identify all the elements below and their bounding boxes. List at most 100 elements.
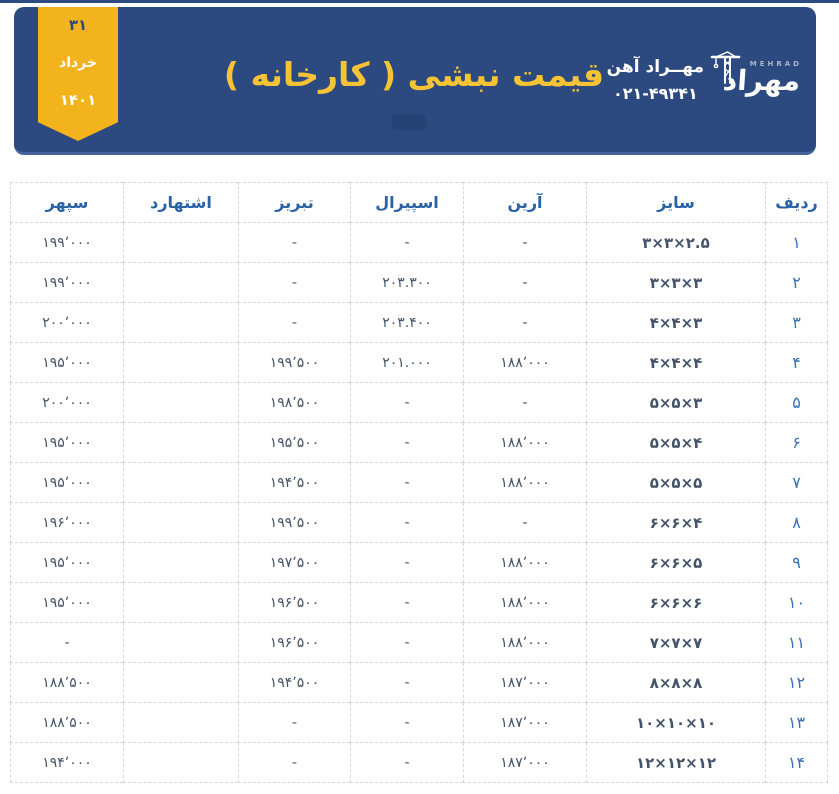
cell-arian: ۱۸۷٬۰۰۰ <box>463 742 587 783</box>
cell-spiral: - <box>350 502 464 543</box>
brand-block: مهــراد آهن ۰۲۱-۴۹۳۴۱ MEHRAD مهراد <box>607 47 802 113</box>
phone-number: ۰۲۱-۴۹۳۴۱ <box>612 84 698 103</box>
brand-text: مهــراد آهن ۰۲۱-۴۹۳۴۱ <box>607 57 704 103</box>
table-row: ۹ ۶×۶×۵ ۱۸۸٬۰۰۰-۱۹۷٬۵۰۰ ۱۹۵٬۰۰۰ <box>10 542 828 583</box>
cell-arian: ۱۸۸٬۰۰۰ <box>463 422 587 463</box>
table-row: ۱۳ ۱۰×۱۰×۱۰ ۱۸۷٬۰۰۰- -۱۸۸٬۵۰۰ <box>10 702 828 743</box>
cell-size: ۵×۵×۵ <box>586 462 766 503</box>
cell-size: ۴×۴×۳ <box>586 302 766 343</box>
cell-tabriz: ۱۹۵٬۵۰۰ <box>238 422 351 463</box>
cell-tabriz: ۱۹۷٬۵۰۰ <box>238 542 351 583</box>
cell-eshtehard <box>123 742 239 783</box>
cell-radif: ۱ <box>765 222 828 263</box>
cell-size: ۱۰×۱۰×۱۰ <box>586 702 766 743</box>
cell-arian: ۱۸۸٬۰۰۰ <box>463 582 587 623</box>
cell-size: ۶×۶×۵ <box>586 542 766 583</box>
cell-size: ۷×۷×۷ <box>586 622 766 663</box>
cell-size: ۳×۳×۳ <box>586 262 766 303</box>
cell-radif: ۱۳ <box>765 702 828 743</box>
ribbon-day-label: ۳۱ <box>68 16 88 34</box>
table-row: ۲ ۳×۳×۳-۲۰۳.۳۰۰-۱۹۹٬۰۰۰ <box>10 262 828 303</box>
cell-spiral: - <box>350 422 464 463</box>
cell-tabriz: - <box>238 742 351 783</box>
cell-tabriz: ۱۹۴٬۵۰۰ <box>238 662 351 703</box>
cell-radif: ۸ <box>765 502 828 543</box>
cell-radif: ۱۲ <box>765 662 828 703</box>
cell-arian: ۱۸۸٬۰۰۰ <box>463 342 587 383</box>
cell-spiral: - <box>350 222 464 263</box>
ribbon-month-label: خرداد <box>59 55 97 71</box>
cell-radif: ۱۱ <box>765 622 828 663</box>
cell-size: ۸×۸×۸ <box>586 662 766 703</box>
cell-sepehr: ۱۹۵٬۰۰۰ <box>10 582 124 623</box>
table-row: ۱۰ ۶×۶×۶ ۱۸۸٬۰۰۰-۱۹۶٬۵۰۰ ۱۹۵٬۰۰۰ <box>10 582 828 623</box>
cell-tabriz: ۱۹۸٬۵۰۰ <box>238 382 351 423</box>
cell-arian: ۱۸۷٬۰۰۰ <box>463 702 587 743</box>
table-row: ۵ ۵×۵×۳- -۱۹۸٬۵۰۰ ۲۰۰٬۰۰۰ <box>10 382 828 423</box>
cell-spiral: - <box>350 382 464 423</box>
cell-arian: - <box>463 502 587 543</box>
cell-arian: - <box>463 222 587 263</box>
cell-arian: - <box>463 262 587 303</box>
cell-eshtehard <box>123 462 239 503</box>
header-card: ۳۱ خرداد ۱۴۰۱ قیمت نبشی ( کارخانه ) مهــ… <box>14 7 816 155</box>
cell-tabriz: - <box>238 702 351 743</box>
cell-sepehr: - <box>10 622 124 663</box>
cell-sepehr: ۱۹۴٬۰۰۰ <box>10 742 124 783</box>
table-row: ۷ ۵×۵×۵ ۱۸۸٬۰۰۰-۱۹۴٬۵۰۰ ۱۹۵٬۰۰۰ <box>10 462 828 503</box>
cell-eshtehard <box>123 702 239 743</box>
cell-size: ۴×۴×۴ <box>586 342 766 383</box>
cell-sepehr: ۲۰۰٬۰۰۰ <box>10 382 124 423</box>
cell-sepehr: ۱۹۹٬۰۰۰ <box>10 262 124 303</box>
cell-eshtehard <box>123 382 239 423</box>
cell-eshtehard <box>123 662 239 703</box>
cell-radif: ۱۰ <box>765 582 828 623</box>
cell-spiral: - <box>350 662 464 703</box>
cell-size: ۱۲×۱۲×۱۲ <box>586 742 766 783</box>
company-logo: MEHRAD مهراد <box>706 47 802 113</box>
column-header-size: سایز <box>586 182 766 223</box>
cell-tabriz: - <box>238 302 351 343</box>
column-header-arian: آرین <box>463 182 587 223</box>
cell-sepehr: ۱۹۶٬۰۰۰ <box>10 502 124 543</box>
column-header-radif: ردیف <box>765 182 828 223</box>
cell-sepehr: ۲۰۰٬۰۰۰ <box>10 302 124 343</box>
logo-wordmark: مهراد <box>721 64 802 97</box>
table-header-row: ردیف سایز آرین اسپیرال تبریز اشتهارد سپهر <box>10 182 828 223</box>
column-header-sepehr: سپهر <box>10 182 124 223</box>
table-row: ۱۱ ۷×۷×۷ ۱۸۸٬۰۰۰-۱۹۶٬۵۰۰- <box>10 622 828 663</box>
cell-radif: ۷ <box>765 462 828 503</box>
cell-arian: - <box>463 382 587 423</box>
cell-spiral: - <box>350 742 464 783</box>
cell-spiral: - <box>350 542 464 583</box>
cell-arian: ۱۸۸٬۰۰۰ <box>463 622 587 663</box>
table-row: ۸ ۶×۶×۴- -۱۹۹٬۵۰۰ ۱۹۶٬۰۰۰ <box>10 502 828 543</box>
cell-eshtehard <box>123 222 239 263</box>
table-row: ۱۲ ۸×۸×۸ ۱۸۷٬۰۰۰-۱۹۴٬۵۰۰ ۱۸۸٬۵۰۰ <box>10 662 828 703</box>
cell-spiral: - <box>350 622 464 663</box>
cell-sepehr: ۱۹۵٬۰۰۰ <box>10 462 124 503</box>
cell-spiral: - <box>350 582 464 623</box>
cell-radif: ۳ <box>765 302 828 343</box>
cell-sepehr: ۱۹۵٬۰۰۰ <box>10 542 124 583</box>
cell-spiral: - <box>350 462 464 503</box>
cell-eshtehard <box>123 582 239 623</box>
cell-tabriz: ۱۹۶٬۵۰۰ <box>238 582 351 623</box>
cell-eshtehard <box>123 302 239 343</box>
cell-spiral: ۲۰۳.۳۰۰ <box>350 262 464 303</box>
background-artifact <box>392 114 426 130</box>
cell-sepehr: ۱۸۸٬۵۰۰ <box>10 702 124 743</box>
cell-eshtehard <box>123 502 239 543</box>
cell-sepehr: ۱۹۹٬۰۰۰ <box>10 222 124 263</box>
cell-radif: ۶ <box>765 422 828 463</box>
cell-radif: ۹ <box>765 542 828 583</box>
table-row: ۱ ۳×۳×۲.۵- - -۱۹۹٬۰۰۰ <box>10 222 828 263</box>
table-row: ۱۴ ۱۲×۱۲×۱۲ ۱۸۷٬۰۰۰- -۱۹۴٬۰۰۰ <box>10 742 828 783</box>
cell-arian: ۱۸۷٬۰۰۰ <box>463 662 587 703</box>
cell-eshtehard <box>123 422 239 463</box>
cell-size: ۵×۵×۴ <box>586 422 766 463</box>
table-row: ۴ ۴×۴×۴ ۱۸۸٬۰۰۰ ۲۰۱.۰۰۰ ۱۹۹٬۵۰۰ ۱۹۵٬۰۰۰ <box>10 342 828 383</box>
column-header-eshtehard: اشتهارد <box>123 182 239 223</box>
column-header-spiral: اسپیرال <box>350 182 464 223</box>
